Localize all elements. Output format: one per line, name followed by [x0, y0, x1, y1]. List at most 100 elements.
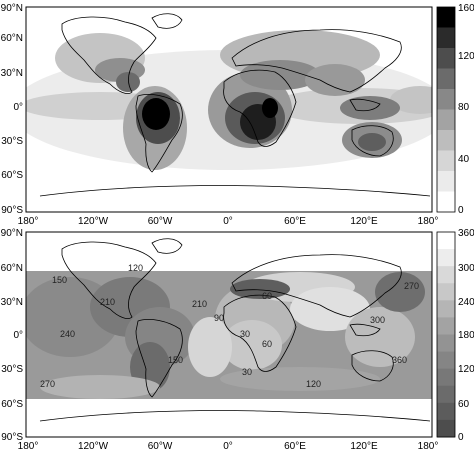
bottom-antarctica-coast	[39, 410, 431, 422]
bottom-y-tick-label: 0°	[13, 330, 23, 341]
top-y-tick-label: 90°N	[1, 3, 23, 14]
bottom-africa-coast	[223, 294, 297, 372]
bottom-x-tick-label: 180°	[418, 441, 439, 452]
top-greenland-coast	[151, 13, 183, 29]
colorbar-segment	[437, 385, 455, 404]
contour-label: 90	[214, 313, 224, 323]
contour-label: 210	[100, 297, 115, 307]
bottom-y-tick-label: 30°N	[1, 297, 23, 308]
top-y-tick-label: 0°	[13, 102, 23, 113]
top-x-tick-label: 60°E	[284, 216, 306, 227]
bottom-colorbar-tick-label: 180	[458, 330, 474, 341]
bottom-x-tick-label: 120°W	[78, 441, 109, 452]
bottom-map-svg: 150 120 210 210 240 270 90 60 30 60 120 …	[1, 228, 474, 452]
bottom-contour-labels: 150 120 210 210 240 270 90 60 30 60 120 …	[40, 263, 419, 389]
contour-label: 210	[192, 299, 207, 309]
top-x-tick-label: 120°E	[350, 216, 378, 227]
contour-label: 150	[52, 275, 67, 285]
top-antarctica-coast	[39, 185, 431, 197]
colorbar-segment	[437, 89, 455, 110]
colorbar-segment	[437, 419, 455, 438]
bottom-x-tick-label: 60°W	[148, 441, 173, 452]
top-coastlines	[39, 13, 431, 197]
bottom-map-frame	[25, 231, 433, 438]
colorbar-segment	[437, 249, 455, 267]
top-y-tick-label: 90°S	[1, 205, 23, 216]
top-africa-coast	[223, 69, 297, 147]
colorbar-segment	[437, 351, 455, 370]
bottom-colorbar-tick-label: 60	[458, 399, 470, 410]
top-map-svg: 90°N 60°N 30°N 0° 30°S 60°S 90°S 180° 12…	[1, 3, 474, 227]
top-x-tick-label: 180°	[18, 216, 39, 227]
bottom-x-tick-label: 120°E	[350, 441, 378, 452]
bottom-y-tick-label: 90°S	[1, 432, 23, 443]
contour-label: 240	[60, 329, 75, 339]
colorbar-segment	[437, 232, 455, 250]
bottom-y-tick-label: 60°N	[1, 263, 23, 274]
contour-label: 300	[370, 315, 385, 325]
colorbar-segment	[437, 68, 455, 90]
bottom-south-america-coast	[135, 319, 183, 398]
top-map-frame	[25, 6, 433, 213]
colorbar-segment	[437, 266, 455, 284]
contour-label: 30	[242, 367, 252, 377]
top-x-tick-label: 60°W	[148, 216, 173, 227]
colorbar-segment	[437, 48, 455, 69]
top-x-tick-label: 120°W	[78, 216, 109, 227]
bottom-coastlines	[39, 238, 431, 422]
contour-label: 60	[262, 291, 272, 301]
colorbar-segment	[437, 7, 455, 28]
colorbar-segment	[437, 191, 455, 213]
top-indonesia-coast	[349, 98, 381, 112]
bottom-x-tick-label: 0°	[223, 441, 233, 452]
top-north-america-coast	[61, 16, 157, 94]
bottom-x-tick-label: 60°E	[284, 441, 306, 452]
bottom-greenland-coast	[151, 238, 183, 254]
colorbar-segment	[437, 150, 455, 172]
bottom-y-tick-label: 90°N	[1, 228, 23, 239]
top-y-tick-label: 60°N	[1, 33, 23, 44]
colorbar-segment	[437, 368, 455, 387]
bottom-colorbar-tick-label: 360	[458, 228, 474, 239]
bottom-indonesia-coast	[349, 323, 381, 337]
contour-label: 60	[262, 339, 272, 349]
colorbar-segment	[437, 402, 455, 421]
contour-label: 150	[168, 355, 183, 365]
contour-label: 120	[128, 263, 143, 273]
contour-label: 120	[306, 379, 321, 389]
top-colorbar-tick-label: 0	[458, 205, 464, 216]
colorbar-segment	[437, 300, 455, 318]
top-colorbar	[437, 7, 455, 213]
colorbar-segment	[437, 334, 455, 353]
bottom-colorbar	[437, 232, 455, 438]
top-australia-coast	[351, 125, 394, 157]
top-colorbar-tick-label: 120	[458, 51, 474, 62]
colorbar-segment	[437, 171, 455, 192]
colorbar-segment	[437, 130, 455, 151]
top-south-america-coast	[135, 94, 183, 173]
top-colorbar-frame	[436, 6, 456, 213]
top-colorbar-tick-label: 40	[458, 154, 470, 165]
bottom-map-panel: 150 120 210 210 240 270 90 60 30 60 120 …	[0, 227, 474, 453]
bottom-duration-field	[26, 271, 432, 399]
bottom-australia-coast	[351, 350, 394, 382]
top-colorbar-tick-label: 160	[458, 3, 474, 14]
bottom-x-tick-label: 180°	[18, 441, 39, 452]
bottom-colorbar-tick-label: 0	[458, 432, 464, 443]
top-x-tick-label: 0°	[223, 216, 233, 227]
bottom-y-tick-label: 60°S	[1, 399, 23, 410]
colorbar-segment	[437, 27, 455, 49]
bottom-north-america-coast	[61, 241, 157, 319]
top-colorbar-tick-label: 80	[458, 102, 470, 113]
top-y-tick-label: 30°S	[1, 136, 23, 147]
bottom-eurasia-coast	[231, 254, 402, 318]
top-y-tick-label: 30°N	[1, 68, 23, 79]
top-map-panel: 90°N 60°N 30°N 0° 30°S 60°S 90°S 180° 12…	[0, 0, 474, 228]
bottom-colorbar-tick-label: 240	[458, 297, 474, 308]
bottom-colorbar-frame	[436, 231, 456, 438]
top-x-tick-label: 180°	[418, 216, 439, 227]
bottom-colorbar-tick-label: 300	[458, 263, 474, 274]
bottom-colorbar-tick-label: 120	[458, 364, 474, 375]
top-y-tick-label: 60°S	[1, 170, 23, 181]
colorbar-segment	[437, 317, 455, 335]
